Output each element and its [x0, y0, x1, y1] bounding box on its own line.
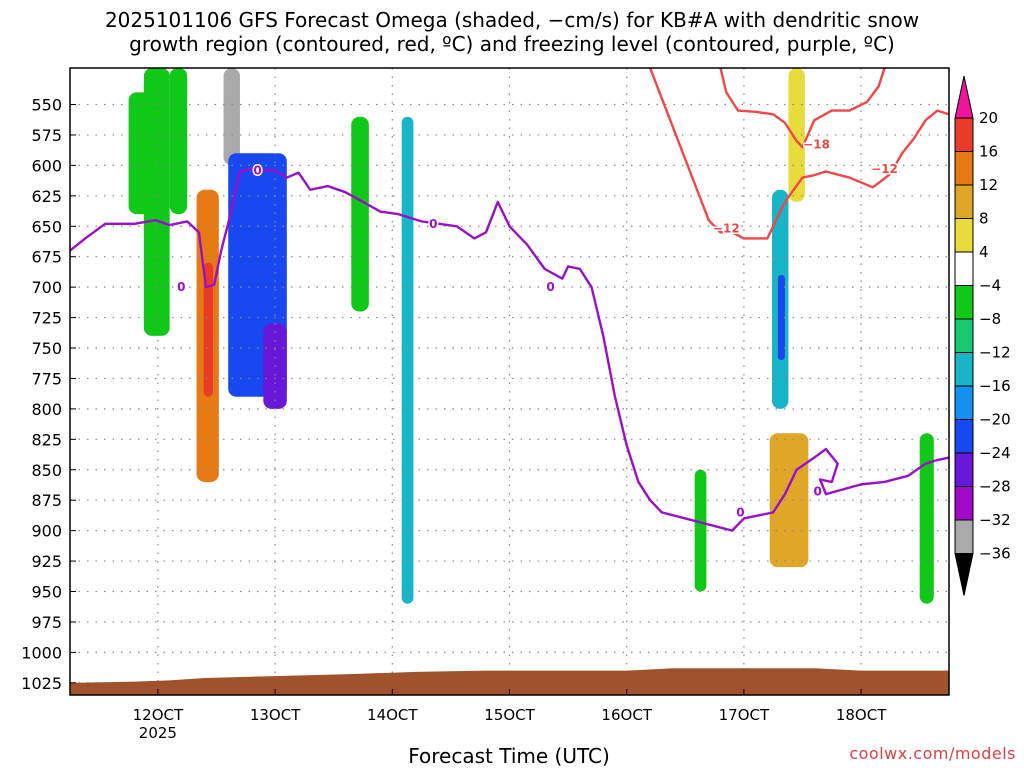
- x-axis-label: Forecast Time (UTC): [408, 744, 610, 768]
- omega-cell: [223, 68, 240, 166]
- time-tick-label: 18OCT: [836, 706, 887, 724]
- colorbar-top-arrow: [954, 75, 974, 119]
- ground-fill: [70, 668, 949, 695]
- contour-line: [70, 167, 949, 532]
- year-label: 2025: [139, 724, 177, 742]
- pressure-tick-label: 750: [31, 339, 62, 358]
- time-tick-label: 13OCT: [250, 706, 301, 724]
- colorbar-box: [954, 486, 974, 521]
- colorbar-box: [954, 184, 974, 219]
- pressure-tick-label: 825: [31, 430, 62, 449]
- pressure-tick-label: 700: [31, 278, 62, 297]
- colorbar-label: 20: [979, 109, 998, 127]
- contour-label: 0: [736, 505, 744, 519]
- pressure-tick-label: 725: [31, 309, 62, 328]
- omega-cell: [919, 433, 934, 604]
- colorbar-label: −8: [979, 310, 1001, 328]
- colorbar-box: [954, 151, 974, 186]
- contour-line: [649, 68, 949, 240]
- pressure-tick-label: 650: [31, 217, 62, 236]
- colorbar-label: 12: [979, 176, 998, 194]
- colorbar-label: −16: [979, 377, 1011, 395]
- pressure-tick-label: 800: [31, 400, 62, 419]
- pressure-tick-label: 925: [31, 552, 62, 571]
- contour-label: 0: [546, 280, 554, 294]
- colorbar-box: [954, 385, 974, 420]
- pressure-tick-label: 675: [31, 248, 62, 267]
- colorbar-box: [954, 419, 974, 454]
- colorbar-label: 4: [979, 243, 989, 261]
- contour-label: 0: [429, 217, 437, 231]
- colorbar-label: −4: [979, 277, 1001, 295]
- omega-cell: [694, 469, 707, 592]
- pressure-tick-label: 600: [31, 156, 62, 175]
- colorbar-box: [954, 352, 974, 387]
- colorbar-box: [954, 519, 974, 554]
- colorbar: 20 16 12 8 4 −4 −8 −12 −16 −20 −24 −28 −32 −36: [954, 75, 1011, 596]
- pressure-tick-label: 550: [31, 96, 62, 115]
- pressure-tick-label: 575: [31, 126, 62, 145]
- colorbar-label: −20: [979, 411, 1011, 429]
- omega-cell: [788, 68, 805, 202]
- colorbar-bottom-arrow: [954, 553, 974, 596]
- colorbar-label: −12: [979, 344, 1011, 362]
- colorbar-label: −32: [979, 511, 1011, 529]
- pressure-tick-label: 900: [31, 522, 62, 541]
- colorbar-box: [954, 117, 974, 152]
- pressure-tick-label: 625: [31, 187, 62, 206]
- time-tick-label: 17OCT: [719, 706, 770, 724]
- pressure-tick-label: 975: [31, 613, 62, 632]
- chart-title-line-1: 2025101106 GFS Forecast Omega (shaded, −…: [104, 8, 920, 32]
- pressure-tick-label: 1025: [21, 674, 62, 693]
- omega-cell: [143, 68, 170, 336]
- pressure-tick-label: 875: [31, 491, 62, 510]
- colorbar-box: [954, 218, 974, 253]
- contour-label: −12: [871, 162, 898, 176]
- omega-cell: [769, 433, 809, 568]
- chart-title-line-2: growth region (contoured, red, ºC) and f…: [129, 32, 895, 56]
- contour-lines: 0 0 0 0 0 0 −12 −12 −18: [70, 68, 949, 532]
- contour-line: [719, 68, 886, 149]
- colorbar-label: 8: [979, 210, 989, 228]
- colorbar-box: [954, 452, 974, 487]
- colorbar-label: 16: [979, 143, 998, 161]
- ground-surface: [70, 668, 949, 695]
- time-axis: 12OCT 13OCT 14OCT 15OCT 16OCT 17OCT 18OCT 2025: [133, 689, 887, 742]
- time-tick-label: 12OCT: [133, 706, 184, 724]
- pressure-tick-label: 950: [31, 583, 62, 602]
- contour-label: −12: [713, 222, 740, 236]
- omega-cell: [777, 274, 785, 361]
- pressure-tick-label: 1000: [21, 643, 62, 662]
- time-tick-label: 16OCT: [601, 706, 652, 724]
- omega-shading: [128, 68, 934, 604]
- contour-label: 0: [814, 485, 822, 499]
- omega-cell: [351, 116, 369, 312]
- omega-cell: [401, 116, 414, 604]
- time-tick-label: 14OCT: [367, 706, 418, 724]
- omega-cell: [203, 262, 213, 397]
- omega-cell: [169, 68, 188, 215]
- pressure-tick-label: 850: [31, 461, 62, 480]
- colorbar-box: [954, 318, 974, 353]
- credit-text: coolwx.com/models: [849, 744, 1016, 763]
- colorbar-label: −36: [979, 545, 1011, 563]
- contour-label: −18: [803, 138, 830, 152]
- time-tick-label: 15OCT: [484, 706, 535, 724]
- contour-label: 0: [253, 163, 261, 177]
- colorbar-label: −28: [979, 478, 1011, 496]
- colorbar-label: −24: [979, 444, 1011, 462]
- colorbar-box: [954, 285, 974, 320]
- pressure-axis: 550 575 600 625 650 675 700 725 750 775 800 825 850 8…: [21, 96, 76, 693]
- colorbar-box: [954, 251, 974, 286]
- contour-label: 0: [177, 280, 185, 294]
- pressure-tick-label: 775: [31, 369, 62, 388]
